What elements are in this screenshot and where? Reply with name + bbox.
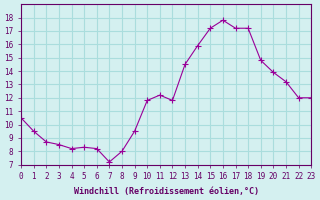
X-axis label: Windchill (Refroidissement éolien,°C): Windchill (Refroidissement éolien,°C) bbox=[74, 187, 259, 196]
